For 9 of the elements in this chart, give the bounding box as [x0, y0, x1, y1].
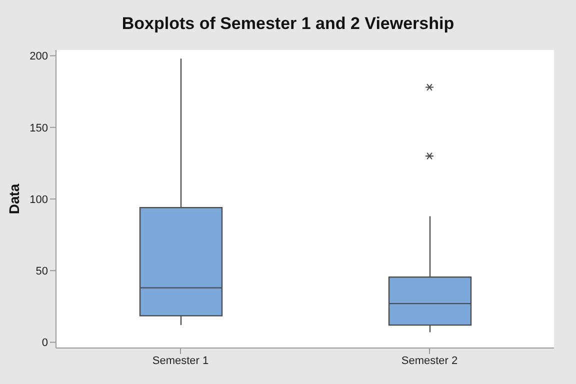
x-tick-label: Semester 2: [401, 354, 458, 367]
y-tick-label: 200: [30, 50, 48, 63]
x-tick-label: Semester 1: [152, 354, 209, 367]
y-tick-label: 150: [30, 122, 48, 134]
y-tick-label: 50: [36, 266, 48, 278]
y-axis-title: Data: [6, 184, 22, 214]
chart-title: Boxplots of Semester 1 and 2 Viewership: [120, 14, 456, 34]
y-tick-label: 0: [42, 337, 48, 350]
y-tick-label: 100: [30, 194, 48, 206]
